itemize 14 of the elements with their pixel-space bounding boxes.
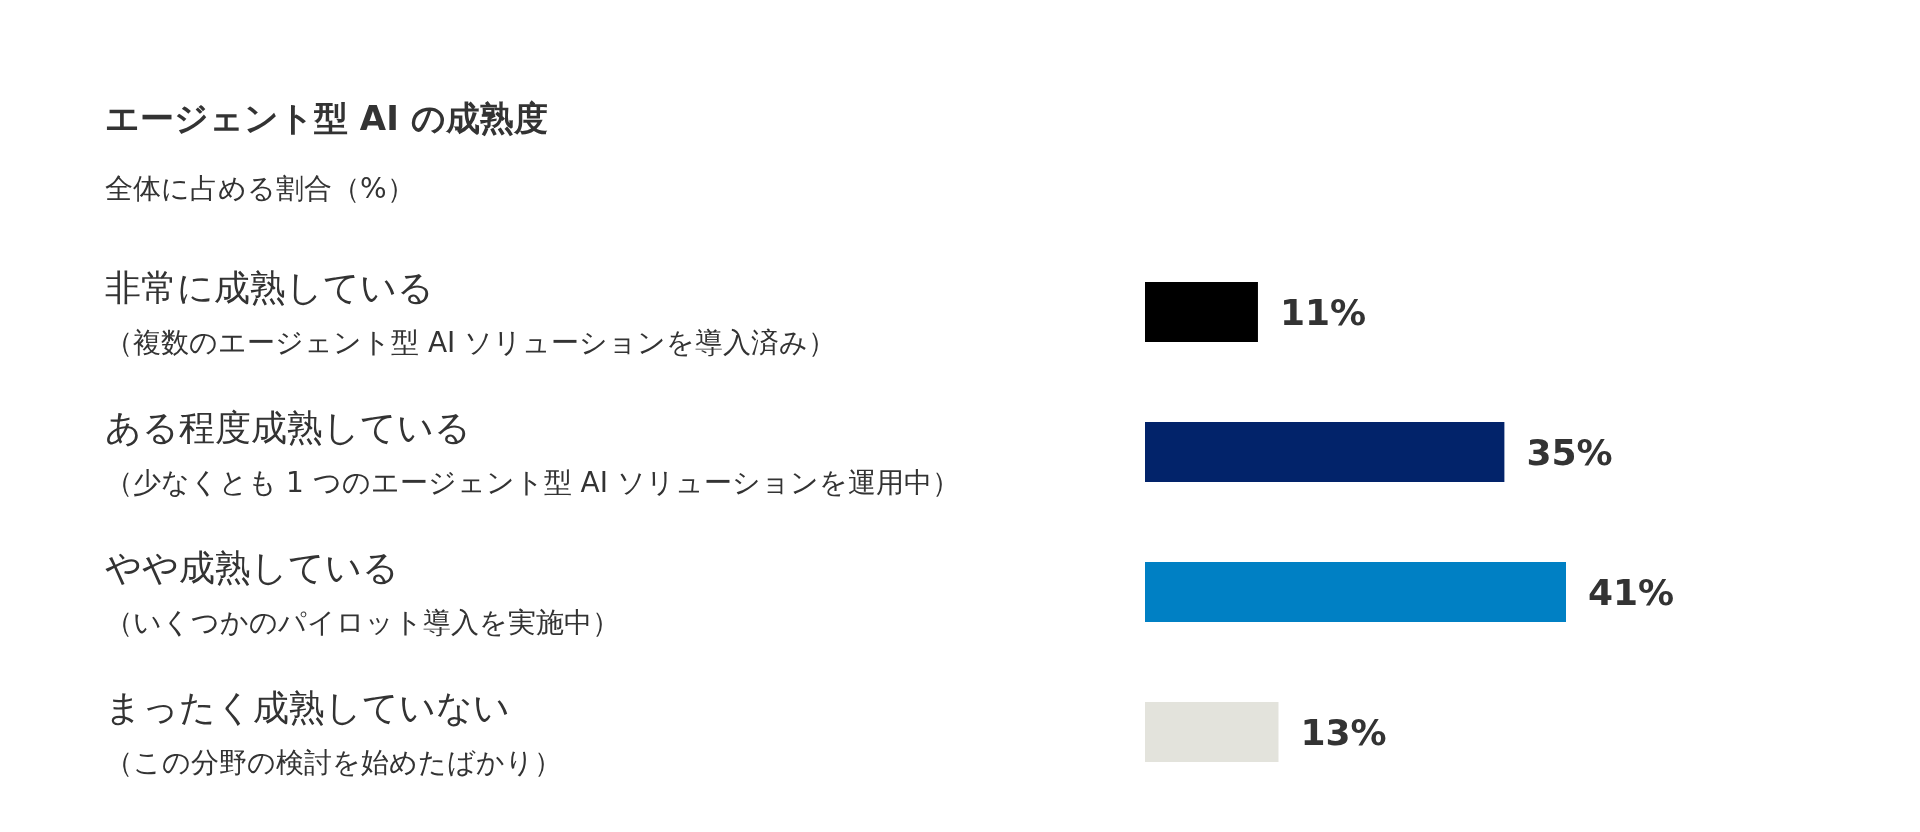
text: 全体に占める割合（%） <box>105 171 416 207</box>
data-label: 11% <box>1279 291 1367 333</box>
y-tick-label: やや成熟している（いくつかのパイロット導入を実施中） <box>105 547 620 639</box>
bar <box>1145 422 1505 482</box>
y-tick-label: ある程度成熟している（少なくとも 1 つのエージェント型 AI ソリューションを運用中） <box>105 407 960 499</box>
bar <box>1145 562 1566 622</box>
data-label: 41% <box>1588 571 1675 613</box>
text: エージェント型 AI の成熟度 <box>105 97 549 140</box>
y-tick-label: 非常に成熟している（複数のエージェント型 AI ソリューションを導入済み） <box>105 267 837 359</box>
data-label: 13% <box>1300 711 1387 753</box>
data-label: 35% <box>1526 431 1613 473</box>
y-tick-label: まったく成熟していない（この分野の検討を始めたばかり） <box>105 687 562 779</box>
bar <box>1145 702 1279 762</box>
bar <box>1145 282 1258 342</box>
